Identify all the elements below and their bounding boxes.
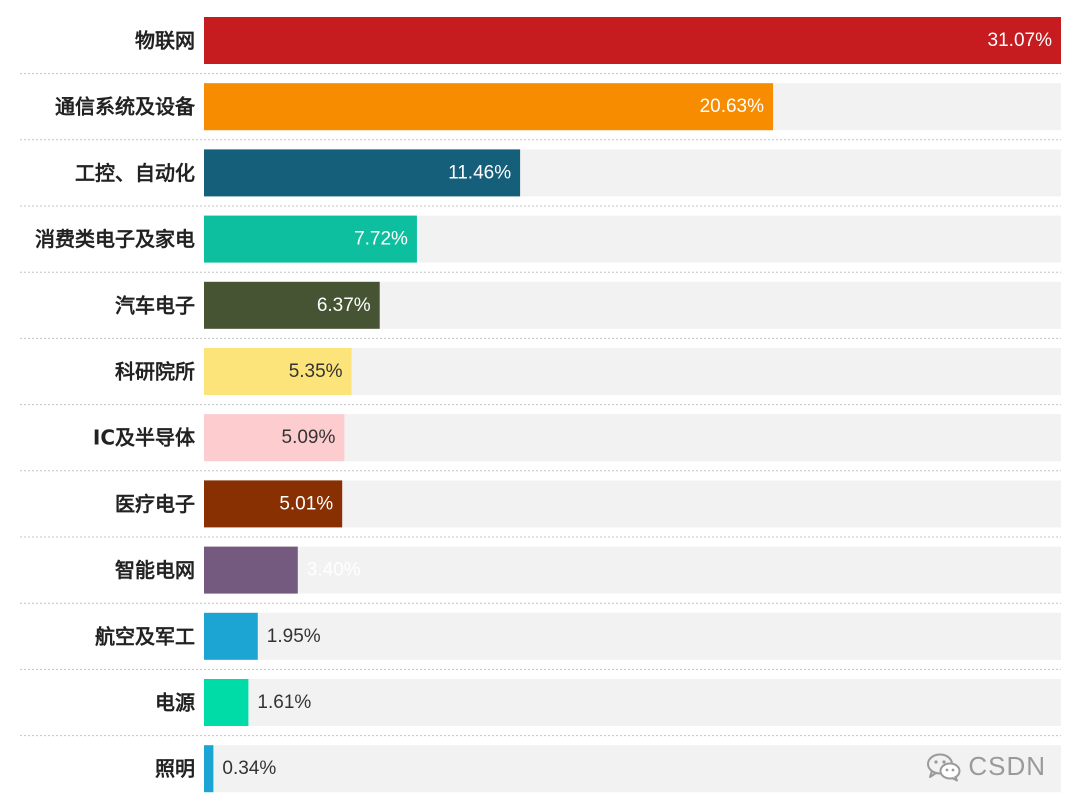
bar bbox=[204, 480, 343, 528]
category-label: 智能电网 bbox=[115, 558, 195, 582]
category-label: 物联网 bbox=[135, 29, 195, 53]
data-label: 6.37% bbox=[317, 295, 371, 316]
data-label: 7.72% bbox=[354, 229, 408, 250]
category-label: 消费类电子及家电 bbox=[35, 227, 195, 251]
data-label: 20.63% bbox=[700, 96, 765, 117]
bar bbox=[204, 679, 249, 726]
bar bbox=[204, 215, 417, 263]
bar bbox=[204, 745, 214, 793]
bar-track bbox=[204, 546, 1061, 594]
bar bbox=[204, 281, 380, 329]
category-label: 通信系统及设备 bbox=[55, 95, 196, 119]
data-label: 0.34% bbox=[222, 758, 276, 779]
bar-track bbox=[204, 480, 1061, 528]
bar-track bbox=[204, 745, 1061, 793]
wechat-icon bbox=[926, 752, 962, 782]
category-label: 航空及军工 bbox=[95, 624, 195, 648]
watermark: CSDN bbox=[926, 751, 1046, 782]
category-label: 科研院所 bbox=[115, 360, 195, 384]
bar-track bbox=[204, 679, 1061, 726]
bar-track bbox=[204, 612, 1061, 660]
category-label: 照明 bbox=[155, 757, 195, 781]
data-label: 5.35% bbox=[289, 361, 343, 382]
data-label: 5.01% bbox=[279, 493, 333, 514]
bar bbox=[204, 612, 258, 660]
bar bbox=[204, 17, 1061, 64]
data-label: 31.07% bbox=[988, 30, 1053, 51]
data-label: 5.09% bbox=[282, 427, 336, 448]
bar bbox=[204, 83, 774, 131]
bar-track bbox=[204, 414, 1061, 462]
data-label: 1.61% bbox=[257, 692, 311, 713]
category-label: 工控、自动化 bbox=[75, 161, 195, 185]
category-label: IC及半导体 bbox=[93, 426, 196, 450]
bar bbox=[204, 149, 521, 197]
data-label: 1.95% bbox=[267, 626, 321, 647]
category-label: 医疗电子 bbox=[115, 492, 195, 516]
bar bbox=[204, 546, 298, 594]
watermark-text: CSDN bbox=[968, 751, 1046, 781]
category-label: 电源 bbox=[155, 691, 195, 715]
bar bbox=[204, 414, 345, 462]
data-label: 11.46% bbox=[448, 162, 511, 183]
data-label: 3.40% bbox=[307, 560, 361, 581]
category-label: 汽车电子 bbox=[115, 293, 195, 317]
bar bbox=[204, 348, 352, 395]
